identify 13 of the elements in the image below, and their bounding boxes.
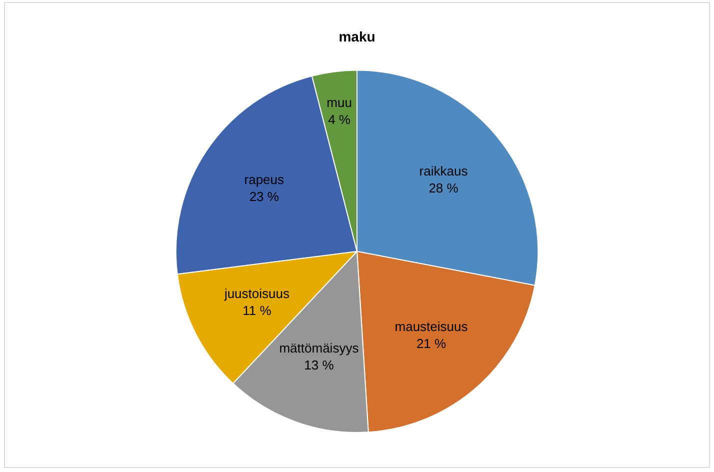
- data-label: 21 %: [416, 336, 447, 352]
- slice-label: mausteisuus: [394, 319, 468, 334]
- data-label: 28 %: [428, 180, 459, 196]
- slice-label: mättömäisyys: [279, 340, 360, 356]
- slice-label: muu: [326, 94, 352, 110]
- data-label: 13 %: [304, 358, 334, 373]
- slice-label: juustoisuus: [223, 286, 290, 301]
- data-label: 23 %: [249, 188, 280, 204]
- chart-title: maku: [338, 28, 376, 44]
- slice-label: rapeus: [244, 172, 285, 187]
- data-label: 4 %: [328, 112, 351, 127]
- data-label: 11 %: [242, 302, 272, 318]
- slice-label: raikkaus: [419, 163, 468, 178]
